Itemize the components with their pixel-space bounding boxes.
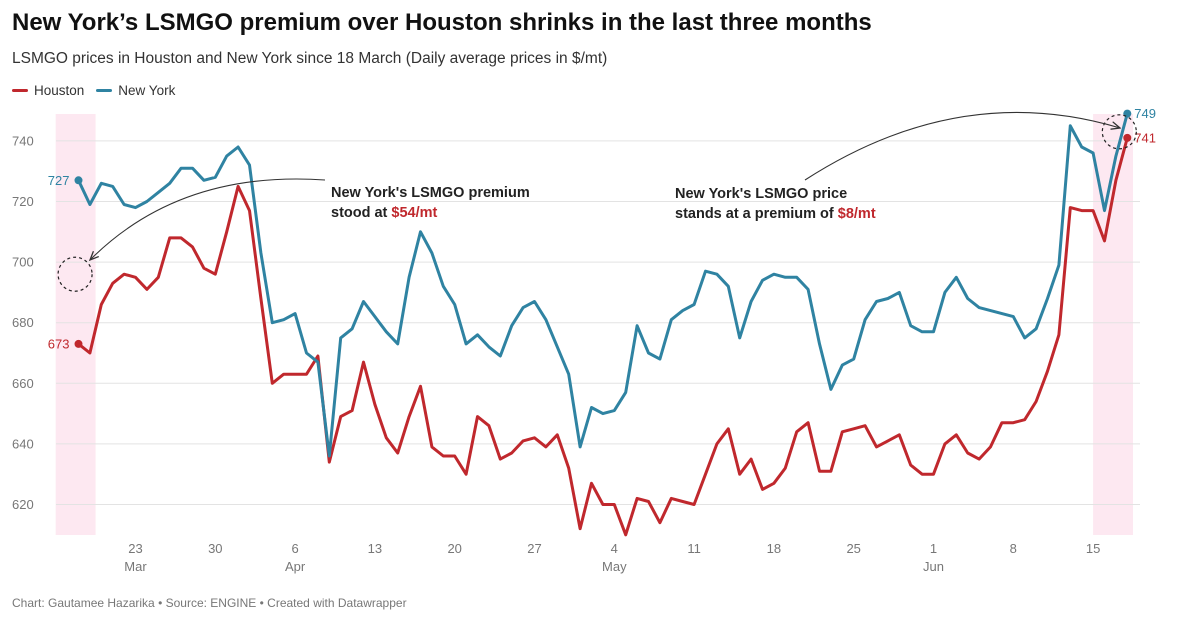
y-tick-label-620: 620 xyxy=(12,497,34,512)
x-tick-label-4: 4 xyxy=(611,541,618,556)
series-label-houston-start: 673 xyxy=(48,336,70,351)
annotation-circle-1 xyxy=(1101,114,1137,150)
x-tick-label-27: 27 xyxy=(527,541,541,556)
annotation-text-1-line-1: stands at a premium of $8/mt xyxy=(675,206,876,222)
x-tick-label-20: 20 xyxy=(447,541,461,556)
x-tick-month-jun: Jun xyxy=(923,559,944,574)
x-tick-month-apr: Apr xyxy=(285,559,306,574)
series-line-houston xyxy=(77,136,1129,537)
legend-label-new-york: New York xyxy=(118,83,176,98)
series-point-new-york-end xyxy=(1123,109,1132,118)
y-tick-label-680: 680 xyxy=(12,315,34,330)
y-tick-label-660: 660 xyxy=(12,376,34,391)
y-tick-label-700: 700 xyxy=(12,255,34,270)
series-label-new-york-start: 727 xyxy=(48,173,70,188)
legend-item-houston: Houston xyxy=(12,83,84,98)
series-point-houston-start xyxy=(74,339,83,348)
chart-credit: Chart: Gautamee Hazarika • Source: ENGIN… xyxy=(12,596,407,610)
x-tick-label-1: 1 xyxy=(930,541,937,556)
x-tick-label-23: 23 xyxy=(128,541,142,556)
annotation-arrow-1 xyxy=(804,111,1120,181)
x-tick-label-6: 6 xyxy=(291,541,298,556)
x-tick-label-8: 8 xyxy=(1010,541,1017,556)
series-point-houston-end xyxy=(1123,133,1132,142)
legend: Houston New York xyxy=(12,83,175,98)
x-tick-month-may: May xyxy=(602,559,627,574)
annotation-text-1-line-0: New York's LSMGO price xyxy=(675,186,847,202)
y-tick-label-720: 720 xyxy=(12,194,34,209)
highlight-band-0 xyxy=(55,114,96,535)
legend-swatch-houston xyxy=(12,89,28,92)
annotation-circle-0 xyxy=(57,256,93,292)
x-tick-label-18: 18 xyxy=(767,541,781,556)
x-tick-label-30: 30 xyxy=(208,541,222,556)
y-tick-label-640: 640 xyxy=(12,436,34,451)
annotation-text-0-line-0: New York's LSMGO premium xyxy=(331,185,530,201)
x-tick-label-13: 13 xyxy=(368,541,382,556)
series-label-houston-end: 741 xyxy=(1134,130,1156,145)
chart-subtitle: LSMGO prices in Houston and New York sin… xyxy=(12,50,608,67)
series-label-new-york-end: 749 xyxy=(1134,106,1156,121)
x-tick-label-25: 25 xyxy=(846,541,860,556)
legend-label-houston: Houston xyxy=(34,83,85,98)
series-point-new-york-start xyxy=(74,176,83,185)
chart-title: New York’s LSMGO premium over Houston sh… xyxy=(12,9,872,36)
legend-swatch-new-york xyxy=(96,89,113,92)
x-tick-label-15: 15 xyxy=(1086,541,1100,556)
series-line-new-york xyxy=(77,112,1129,458)
x-tick-month-mar: Mar xyxy=(124,559,147,574)
y-tick-label-740: 740 xyxy=(12,133,34,148)
legend-item-new-york: New York xyxy=(96,83,175,98)
annotation-arrow-0 xyxy=(90,178,326,260)
x-tick-label-11: 11 xyxy=(687,541,701,556)
annotation-text-0-line-1: stood at $54/mt xyxy=(331,205,438,221)
